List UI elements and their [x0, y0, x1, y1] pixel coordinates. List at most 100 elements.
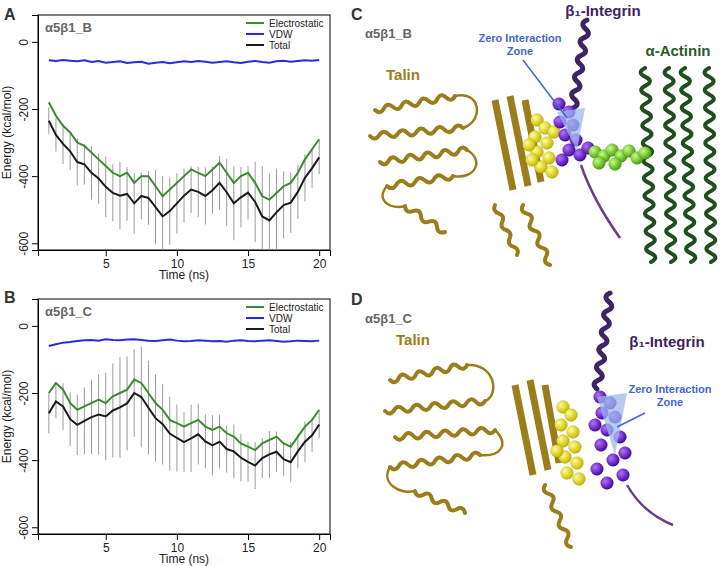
error-bar [162, 176, 163, 250]
atom-sphere [565, 409, 578, 422]
error-bar [276, 169, 277, 250]
helix [385, 399, 485, 413]
panel-title: α5β1_C [365, 311, 413, 326]
panel-letter: C [351, 6, 363, 23]
atom-sphere [567, 426, 580, 439]
zone-highlight [557, 108, 585, 150]
atom-sphere [546, 166, 559, 179]
y-tick: -200 [17, 381, 38, 405]
structure-label: α-Actinin [645, 42, 710, 59]
x-tick: 15 [242, 250, 256, 271]
x-tick-mark [248, 534, 249, 540]
legend-label: VDW [269, 313, 293, 324]
y-tick-mark [32, 176, 38, 177]
x-tick-mark [319, 250, 320, 256]
atom-sphere [569, 441, 582, 454]
helix [405, 206, 445, 233]
y-tick-label: 0 [17, 39, 31, 46]
atom-sphere [609, 158, 622, 171]
y-tick-label: 0 [17, 323, 31, 330]
plot-area [49, 339, 319, 489]
x-tick-mark [177, 534, 178, 540]
figure: 5101520-600-400-2000Aα5β1_BTime (ns)Ener… [0, 0, 726, 566]
zone-arrow [617, 413, 645, 427]
zone-label: Zero InteractionZone [478, 32, 561, 57]
plot-area [49, 60, 319, 250]
x-tick-mark [106, 250, 107, 256]
panel-letter: A [4, 6, 16, 23]
atom-sphere [607, 454, 620, 467]
x-tick-mark [319, 534, 320, 540]
helix [395, 428, 495, 440]
atom-sphere [573, 473, 586, 486]
plot-frame [38, 299, 330, 534]
legend-label: Total [269, 324, 290, 335]
y-tick-label: -400 [17, 448, 31, 472]
helix [494, 205, 518, 255]
x-tick: 5 [103, 534, 110, 555]
atom-sphere [541, 137, 554, 150]
series-line [49, 339, 319, 346]
x-tick: 20 [313, 534, 327, 555]
y-tick-mark [32, 326, 38, 327]
x-tick-mark [248, 250, 249, 256]
atom-sphere [589, 419, 602, 432]
legend-swatch [246, 44, 264, 46]
y-axis-title: Energy (kcal/mol) [0, 370, 14, 463]
legend-label: VDW [269, 29, 293, 40]
helix [370, 125, 463, 138]
helix [375, 95, 455, 112]
x-axis-line [39, 535, 331, 541]
legend-swatch [246, 306, 264, 308]
helix [544, 485, 571, 547]
plot-frame [38, 15, 330, 250]
error-bar [262, 166, 263, 250]
x-tick-mark [177, 250, 178, 256]
y-tick-mark [32, 109, 38, 110]
atom-sphere [591, 463, 604, 476]
x-tick-label: 20 [313, 541, 327, 555]
atom-sphere [595, 439, 608, 452]
y-tick-mark [32, 527, 38, 528]
y-tick-mark [32, 243, 38, 244]
y-tick-label: -200 [17, 381, 31, 405]
legend: ElectrostaticVDWTotal [246, 302, 323, 335]
loop [627, 485, 673, 525]
series-line [49, 102, 319, 199]
atom-sphere [571, 457, 584, 470]
legend-swatch [246, 22, 264, 24]
legend-swatch [246, 328, 264, 330]
error-bar [269, 173, 270, 250]
helix [594, 293, 612, 389]
y-tick-label: -400 [17, 164, 31, 188]
atom-sphere [555, 419, 568, 432]
atom-sphere [639, 147, 652, 160]
y-tick: -600 [17, 515, 38, 539]
chart-title: α5β1_C [45, 304, 93, 319]
legend-swatch [246, 317, 264, 319]
loop [581, 165, 620, 238]
legend-label: Electrostatic [269, 18, 323, 29]
structure-label: β₁-Integrin [629, 333, 704, 350]
legend-swatch [246, 33, 264, 35]
y-tick-mark [32, 393, 38, 394]
x-tick-label: 15 [242, 257, 256, 271]
panel-title: α5β1_B [365, 26, 412, 41]
legend-label: Total [269, 40, 290, 51]
x-tick-label: 20 [313, 257, 327, 271]
x-axis-title: Time (ns) [159, 552, 209, 566]
x-tick-label: 5 [103, 541, 110, 555]
chart-title: α5β1_B [45, 20, 92, 35]
y-tick: -400 [17, 164, 38, 188]
helix [522, 205, 550, 265]
helix [572, 20, 589, 108]
helix [387, 175, 453, 188]
y-tick: -200 [17, 97, 38, 121]
atom-sphere [619, 447, 632, 460]
chart-panel: 5101520-600-400-2000Aα5β1_BTime (ns)Ener… [0, 6, 331, 282]
atom-sphere [601, 477, 614, 490]
y-tick: 0 [17, 323, 38, 330]
helix [681, 68, 696, 262]
legend-label: Electrostatic [269, 302, 323, 313]
y-axis: -600-400-2000 [17, 16, 39, 256]
